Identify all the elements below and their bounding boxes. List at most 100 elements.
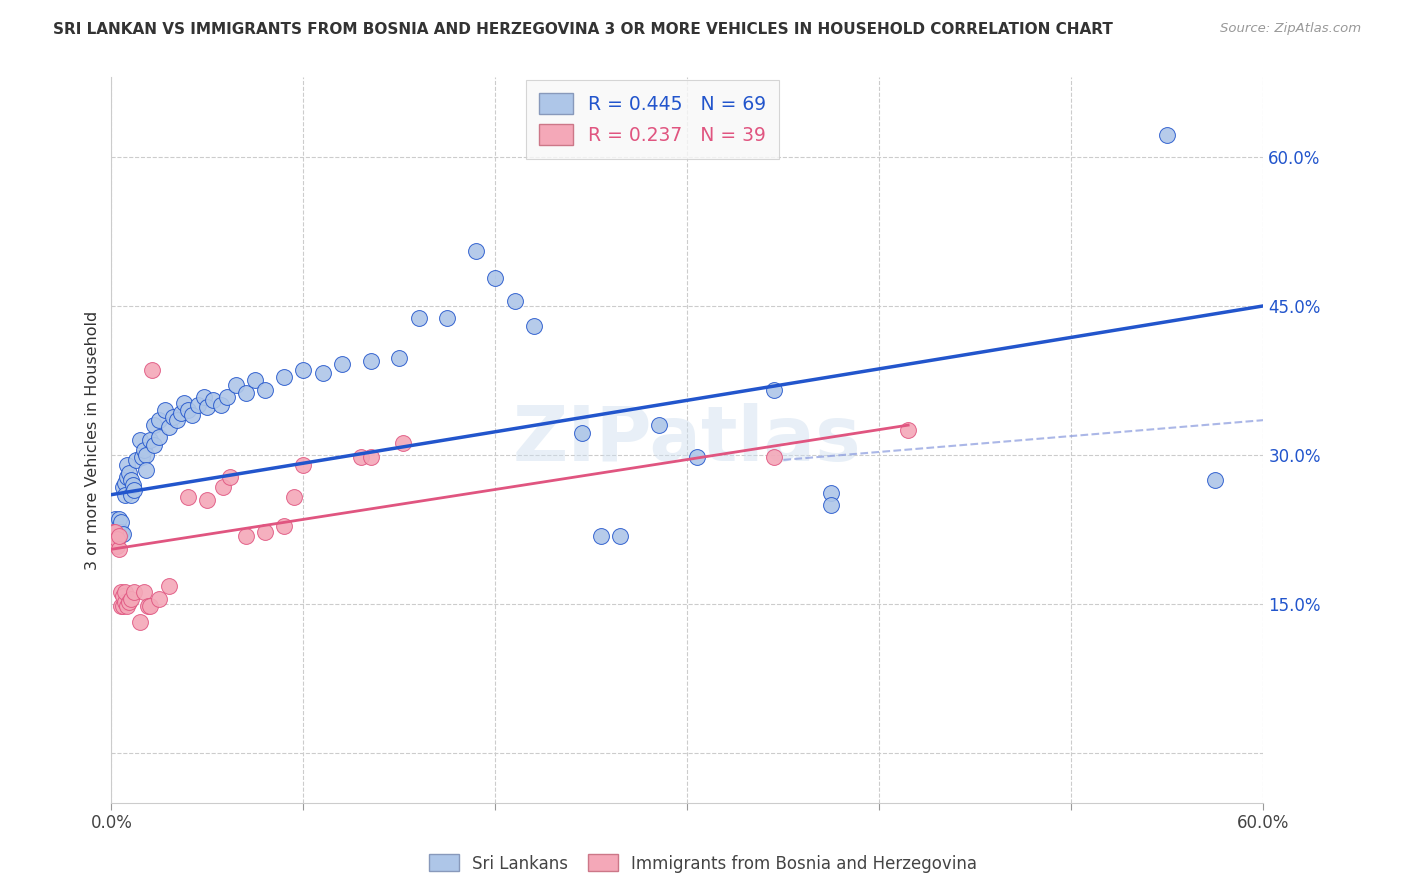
Text: SRI LANKAN VS IMMIGRANTS FROM BOSNIA AND HERZEGOVINA 3 OR MORE VEHICLES IN HOUSE: SRI LANKAN VS IMMIGRANTS FROM BOSNIA AND… — [53, 22, 1114, 37]
Point — [350, 450, 373, 464]
Point — [114, 475, 136, 490]
Point — [166, 413, 188, 427]
Point — [105, 539, 128, 553]
Point — [484, 271, 506, 285]
Point — [1156, 128, 1178, 142]
Point — [589, 529, 612, 543]
Point — [115, 469, 138, 483]
Point — [292, 363, 315, 377]
Point — [360, 353, 382, 368]
Point — [110, 585, 132, 599]
Point — [121, 477, 143, 491]
Point — [388, 351, 411, 365]
Point — [219, 469, 242, 483]
Point — [118, 466, 141, 480]
Point — [153, 403, 176, 417]
Point — [273, 370, 295, 384]
Point — [104, 512, 127, 526]
Point — [124, 483, 146, 497]
Point — [110, 525, 132, 540]
Point — [820, 485, 842, 500]
Point — [108, 523, 131, 537]
Point — [215, 390, 238, 404]
Point — [245, 373, 267, 387]
Point — [110, 599, 132, 613]
Point — [686, 450, 709, 464]
Point — [103, 529, 125, 543]
Point — [111, 599, 134, 613]
Point — [609, 529, 631, 543]
Point — [131, 450, 153, 464]
Point — [139, 433, 162, 447]
Point — [104, 525, 127, 540]
Point — [132, 585, 155, 599]
Point — [142, 438, 165, 452]
Legend: Sri Lankans, Immigrants from Bosnia and Herzegovina: Sri Lankans, Immigrants from Bosnia and … — [422, 847, 984, 880]
Point — [187, 398, 209, 412]
Point — [114, 585, 136, 599]
Legend: R = 0.445   N = 69, R = 0.237   N = 39: R = 0.445 N = 69, R = 0.237 N = 39 — [526, 79, 779, 159]
Point — [360, 450, 382, 464]
Text: ZIPatlas: ZIPatlas — [513, 403, 862, 477]
Point — [235, 386, 257, 401]
Point — [209, 398, 232, 412]
Point — [114, 595, 136, 609]
Point — [253, 384, 276, 398]
Point — [110, 516, 132, 530]
Point — [108, 529, 131, 543]
Text: Source: ZipAtlas.com: Source: ZipAtlas.com — [1220, 22, 1361, 36]
Point — [820, 498, 842, 512]
Point — [104, 523, 127, 537]
Point — [105, 533, 128, 547]
Point — [132, 442, 155, 457]
Point — [157, 420, 180, 434]
Point — [330, 357, 353, 371]
Point — [120, 473, 142, 487]
Point — [142, 418, 165, 433]
Point — [197, 492, 219, 507]
Point — [253, 525, 276, 540]
Point — [111, 480, 134, 494]
Point — [129, 615, 152, 629]
Point — [162, 410, 184, 425]
Point — [169, 406, 191, 420]
Point — [124, 585, 146, 599]
Point — [181, 408, 204, 422]
Point — [211, 480, 233, 494]
Point — [111, 527, 134, 541]
Point — [503, 293, 526, 308]
Point — [647, 418, 669, 433]
Point — [762, 450, 785, 464]
Point — [136, 599, 159, 613]
Point — [177, 490, 200, 504]
Point — [523, 318, 546, 333]
Point — [108, 542, 131, 557]
Point — [114, 488, 136, 502]
Point — [571, 425, 593, 440]
Point — [139, 599, 162, 613]
Point — [408, 310, 430, 325]
Point — [311, 367, 333, 381]
Point — [235, 529, 257, 543]
Point — [202, 393, 225, 408]
Point — [103, 525, 125, 540]
Point — [897, 423, 920, 437]
Point — [273, 519, 295, 533]
Point — [111, 589, 134, 603]
Point — [392, 436, 415, 450]
Point — [104, 535, 127, 549]
Point — [148, 591, 170, 606]
Point — [225, 378, 247, 392]
Point — [135, 448, 157, 462]
Point — [135, 463, 157, 477]
Point — [148, 413, 170, 427]
Point — [105, 527, 128, 541]
Point — [129, 433, 152, 447]
Point — [436, 310, 458, 325]
Point — [1204, 473, 1226, 487]
Point — [115, 458, 138, 472]
Point — [157, 579, 180, 593]
Point — [120, 488, 142, 502]
Point — [177, 403, 200, 417]
Point — [292, 458, 315, 472]
